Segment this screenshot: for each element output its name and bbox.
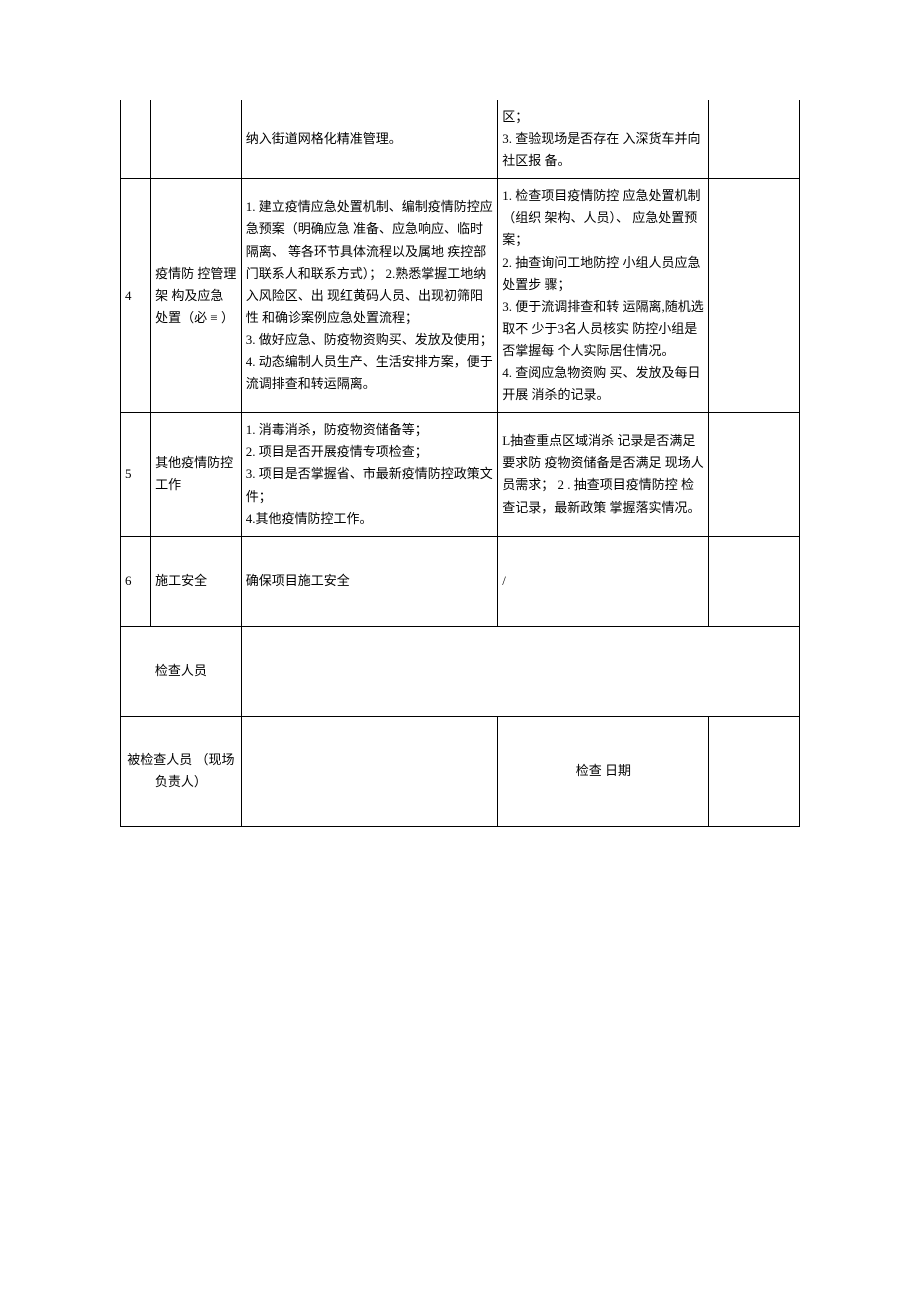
cell-content: 确保项目施工安全 <box>241 536 498 626</box>
cell-num <box>121 100 151 179</box>
cell-num: 4 <box>121 179 151 413</box>
inspected-row: 被检查人员 （现场负责人） 检查 日期 <box>121 716 800 826</box>
table-row: 4 疫情防 控管理架 构及应急 处置（必 ≡ ） 1. 建立疫情应急处置机制、编… <box>121 179 800 413</box>
cell-method: / <box>498 536 709 626</box>
cell-remark <box>709 100 800 179</box>
cell-content: 1. 建立疫情应急处置机制、编制疫情防控应急预案（明确应急 准备、应急响应、临时… <box>241 179 498 413</box>
cell-method: L抽查重点区域消杀 记录是否满足要求防 疫物资储备是否满足 现场人员需求； 2 … <box>498 413 709 536</box>
table-row: 6 施工安全 确保项目施工安全 / <box>121 536 800 626</box>
cell-content: 1. 消毒消杀，防疫物资储备等；2. 项目是否开展疫情专项检查；3. 项目是否掌… <box>241 413 498 536</box>
inspector-label: 检查人员 <box>121 626 242 716</box>
cell-content: 纳入街道网格化精准管理。 <box>241 100 498 179</box>
date-value <box>709 716 800 826</box>
inspected-label: 被检查人员 （现场负责人） <box>121 716 242 826</box>
cell-category <box>151 100 242 179</box>
table-row: 5 其他疫情防控工作 1. 消毒消杀，防疫物资储备等；2. 项目是否开展疫情专项… <box>121 413 800 536</box>
cell-remark <box>709 179 800 413</box>
inspected-value <box>241 716 498 826</box>
date-label: 检查 日期 <box>498 716 709 826</box>
cell-category: 施工安全 <box>151 536 242 626</box>
cell-method: 区；3. 查验现场是否存在 入深货车并向社区报 备。 <box>498 100 709 179</box>
inspector-row: 检查人员 <box>121 626 800 716</box>
cell-num: 6 <box>121 536 151 626</box>
inspection-table: 纳入街道网格化精准管理。 区；3. 查验现场是否存在 入深货车并向社区报 备。 … <box>120 100 800 827</box>
table-row: 纳入街道网格化精准管理。 区；3. 查验现场是否存在 入深货车并向社区报 备。 <box>121 100 800 179</box>
cell-num: 5 <box>121 413 151 536</box>
cell-category: 疫情防 控管理架 构及应急 处置（必 ≡ ） <box>151 179 242 413</box>
cell-remark <box>709 536 800 626</box>
cell-category: 其他疫情防控工作 <box>151 413 242 536</box>
cell-method: 1. 检查项目疫情防控 应急处置机制（组织 架构、人员）、 应急处置预案；2. … <box>498 179 709 413</box>
cell-remark <box>709 413 800 536</box>
inspector-value <box>241 626 799 716</box>
